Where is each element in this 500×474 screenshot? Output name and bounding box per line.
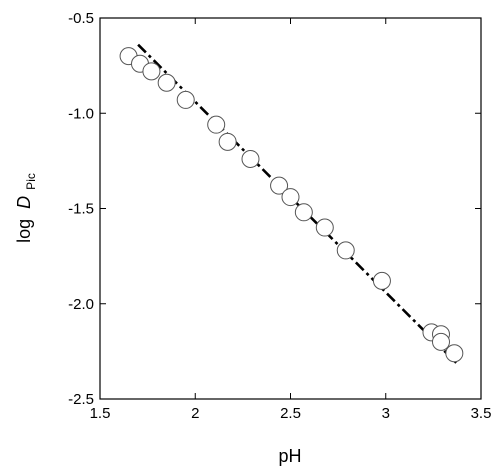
- data-point: [372, 271, 391, 290]
- data-point: [241, 149, 260, 168]
- x-axis-title: pH: [278, 446, 301, 466]
- x-tick-label: 3: [382, 405, 390, 422]
- data-points-layer: [119, 47, 464, 363]
- y-tick-label: -0.5: [68, 10, 94, 27]
- y-axis-ticks: -0.5 -1.0 -1.5 -2.0 -2.5: [68, 10, 481, 408]
- y-tick-label: -2.5: [68, 391, 94, 408]
- y-axis-title-symbol: D: [14, 196, 34, 209]
- x-tick-label: 1.5: [90, 405, 111, 422]
- data-point: [157, 73, 176, 92]
- data-point: [431, 332, 450, 351]
- x-axis-ticks: 1.5 2 2.5 3 3.5: [90, 18, 492, 422]
- data-point: [281, 188, 300, 207]
- y-axis-title-subscript: Pic: [24, 173, 38, 190]
- data-point: [142, 62, 161, 81]
- y-axis-title-main: log: [14, 219, 34, 243]
- data-point: [445, 344, 464, 363]
- x-tick-label: 3.5: [471, 405, 492, 422]
- data-point: [218, 132, 237, 151]
- data-point: [336, 241, 355, 260]
- data-point: [207, 115, 226, 134]
- x-tick-label: 2: [191, 405, 199, 422]
- x-tick-label: 2.5: [280, 405, 301, 422]
- y-tick-label: -2.0: [68, 296, 94, 313]
- y-axis-title: log D Pic: [14, 173, 38, 243]
- data-point: [270, 176, 289, 195]
- y-tick-label: -1.0: [68, 105, 94, 122]
- data-point: [315, 218, 334, 237]
- data-point: [176, 90, 195, 109]
- y-tick-label: -1.5: [68, 201, 94, 218]
- data-point: [294, 203, 313, 222]
